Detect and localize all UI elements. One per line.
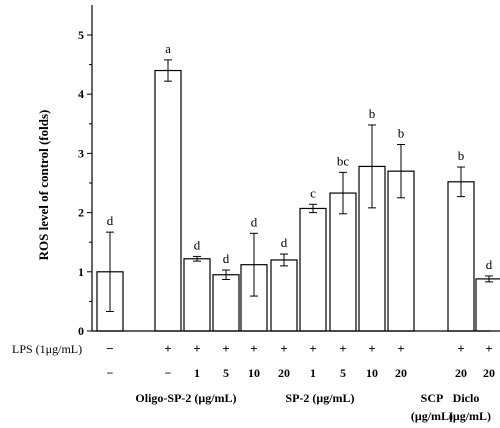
concentration-label: 1	[194, 366, 200, 380]
lps-sign: +	[193, 341, 200, 356]
significance-letter: d	[223, 251, 230, 266]
lps-sign: +	[368, 341, 375, 356]
significance-letter: c	[310, 185, 316, 200]
concentration-label: 20	[395, 366, 407, 380]
group-label-diclo-name: Diclo	[453, 391, 480, 405]
significance-letter: a	[165, 41, 171, 56]
significance-letter: b	[458, 148, 465, 163]
significance-letter: bc	[337, 153, 350, 168]
lps-sign: +	[485, 341, 492, 356]
significance-letter: d	[107, 213, 114, 228]
bar	[475, 278, 500, 332]
y-axis: 0 1 2 3 4 5	[78, 5, 490, 338]
plot-area: d a d d d d c bc b b b d	[96, 41, 500, 332]
bar	[270, 259, 298, 332]
y-tick-label: 0	[78, 324, 84, 338]
significance-letter: d	[251, 214, 258, 229]
y-tick-label: 2	[78, 206, 84, 220]
group-label-oligo-sp2: Oligo-SP-2 (μg/mL)	[135, 391, 236, 405]
lps-sign: +	[280, 341, 287, 356]
lps-sign: −	[106, 341, 113, 356]
lps-sign: +	[457, 341, 464, 356]
treatment-table: LPS (1μg/mL) Oligo-SP-2 (μg/mL) SP-2 (μg…	[12, 341, 495, 423]
concentration-label: 10	[248, 366, 260, 380]
concentration-label: 5	[223, 366, 229, 380]
lps-sign: +	[397, 341, 404, 356]
concentration-label: 20	[455, 366, 467, 380]
concentration-label: −	[107, 366, 114, 380]
lps-sign: +	[222, 341, 229, 356]
significance-letter: d	[281, 235, 288, 250]
concentration-label: 10	[366, 366, 378, 380]
lps-sign: +	[309, 341, 316, 356]
bar	[154, 69, 182, 332]
y-tick-label: 3	[78, 146, 84, 160]
significance-letter: d	[486, 257, 493, 272]
concentration-label: 20	[483, 366, 495, 380]
bar	[299, 207, 327, 332]
y-tick-label: 4	[78, 87, 84, 101]
lps-sign: +	[164, 341, 171, 356]
concentration-label: 20	[278, 366, 290, 380]
concentration-label: −	[165, 366, 172, 380]
bar	[447, 181, 475, 332]
y-tick-label: 5	[78, 28, 84, 42]
lps-label: LPS (1μg/mL)	[12, 342, 82, 356]
group-label-scp-name: SCP	[421, 391, 444, 405]
group-label-diclo-unit: (μg/mL)	[449, 409, 491, 423]
significance-letter: b	[369, 106, 376, 121]
significance-letter: b	[398, 126, 405, 141]
lps-sign: +	[250, 341, 257, 356]
concentration-label: 1	[310, 366, 316, 380]
lps-sign: +	[339, 341, 346, 356]
y-tick-label: 1	[78, 265, 84, 279]
significance-letter: d	[194, 237, 201, 252]
y-axis-label: ROS level of control (folds)	[36, 110, 51, 261]
bar	[183, 258, 211, 332]
group-label-sp2: SP-2 (μg/mL)	[285, 391, 354, 405]
concentration-label: 5	[340, 366, 346, 380]
bar	[212, 274, 240, 332]
group-label-scp-unit: (μg/mL)	[411, 409, 453, 423]
